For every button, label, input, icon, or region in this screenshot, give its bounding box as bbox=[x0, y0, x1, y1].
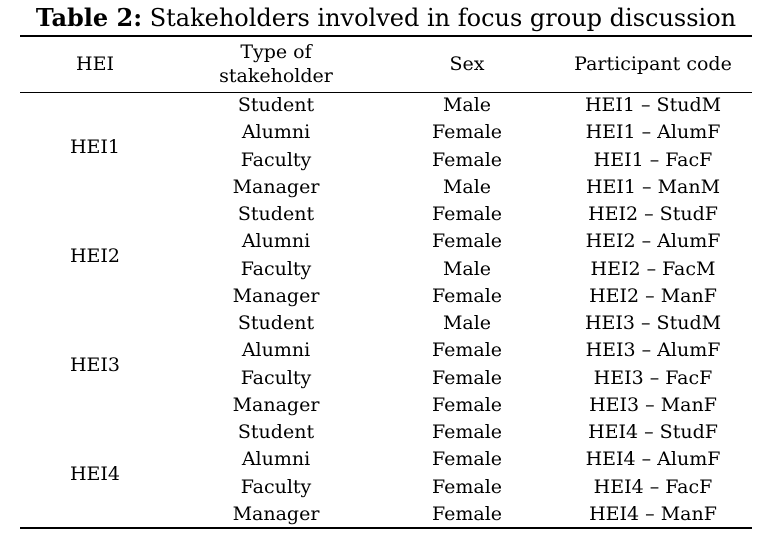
cell-type: Alumni bbox=[241, 230, 311, 253]
cell-type: Manager bbox=[232, 502, 320, 525]
cell-sex: Female bbox=[431, 121, 503, 144]
table-caption: Table 2: Stakeholders involved in focus … bbox=[0, 3, 772, 33]
cell-type: Student bbox=[237, 94, 315, 116]
top-rule bbox=[20, 35, 752, 37]
cell-sex: Female bbox=[431, 448, 503, 471]
cell-sex: Female bbox=[431, 366, 503, 389]
cell-code: HEI3 – StudM bbox=[584, 312, 722, 334]
cell-sex: Female bbox=[431, 421, 503, 443]
header-type-line2: stakeholder bbox=[219, 65, 333, 87]
header-hei: HEI bbox=[76, 53, 114, 75]
group-label-hei2: HEI2 bbox=[69, 244, 121, 267]
cell-sex: Female bbox=[431, 475, 503, 498]
table-row: Alumni Female HEI3 – AlumF bbox=[0, 337, 772, 364]
cell-sex: Female bbox=[431, 203, 503, 225]
cell-type: Faculty bbox=[240, 366, 312, 389]
group-label-hei1: HEI1 bbox=[69, 135, 121, 158]
header-participant-code: Participant code bbox=[574, 53, 732, 75]
table-row: Faculty Male HEI2 – FacM bbox=[0, 256, 772, 283]
header-sex: Sex bbox=[449, 53, 485, 75]
table-row: Manager Male HEI1 – ManM bbox=[0, 174, 772, 201]
cell-sex: Male bbox=[442, 312, 492, 334]
cell-code: HEI1 – StudM bbox=[584, 94, 722, 116]
group-label-hei3: HEI3 bbox=[69, 353, 121, 376]
caption-text: Stakeholders involved in focus group dis… bbox=[142, 4, 737, 32]
table-row: Student Male HEI3 – StudM bbox=[0, 310, 772, 337]
cell-code: HEI3 – FacF bbox=[593, 366, 713, 389]
cell-sex: Female bbox=[431, 148, 503, 171]
table-row: Student Male HEI1 – StudM bbox=[0, 92, 772, 119]
table-row: Faculty Female HEI1 – FacF bbox=[0, 147, 772, 174]
table-row: Student Female HEI2 – StudF bbox=[0, 201, 772, 228]
cell-code: HEI2 – AlumF bbox=[585, 230, 721, 253]
table-row: Faculty Female HEI4 – FacF bbox=[0, 474, 772, 501]
cell-sex: Male bbox=[442, 94, 492, 116]
cell-type: Faculty bbox=[240, 475, 312, 498]
header-type: Type of stakeholder bbox=[200, 40, 352, 88]
cell-sex: Female bbox=[431, 339, 503, 362]
cell-code: HEI2 – ManF bbox=[589, 284, 717, 307]
cell-sex: Female bbox=[431, 502, 503, 525]
table-body: Student Male HEI1 – StudM Alumni Female … bbox=[0, 92, 772, 528]
table-row: Faculty Female HEI3 – FacF bbox=[0, 365, 772, 392]
cell-code: HEI1 – ManM bbox=[585, 175, 721, 198]
cell-sex: Female bbox=[431, 284, 503, 307]
bottom-rule bbox=[20, 527, 752, 529]
table-row: Manager Female HEI3 – ManF bbox=[0, 392, 772, 419]
table-row: Alumni Female HEI2 – AlumF bbox=[0, 228, 772, 255]
cell-type: Manager bbox=[232, 175, 320, 198]
cell-type: Manager bbox=[232, 284, 320, 307]
cell-code: HEI2 – StudF bbox=[588, 203, 718, 225]
cell-sex: Male bbox=[442, 175, 492, 198]
cell-type: Manager bbox=[232, 393, 320, 416]
cell-type: Student bbox=[237, 203, 315, 225]
table-row: Alumni Female HEI4 – AlumF bbox=[0, 446, 772, 473]
cell-code: HEI3 – AlumF bbox=[585, 339, 721, 362]
cell-code: HEI1 – FacF bbox=[593, 148, 713, 171]
table-row: Manager Female HEI2 – ManF bbox=[0, 283, 772, 310]
cell-type: Faculty bbox=[240, 257, 312, 280]
cell-code: HEI1 – AlumF bbox=[585, 121, 721, 144]
cell-type: Student bbox=[237, 312, 315, 334]
table-row: Manager Female HEI4 – ManF bbox=[0, 501, 772, 528]
cell-sex: Female bbox=[431, 393, 503, 416]
cell-sex: Female bbox=[431, 230, 503, 253]
cell-sex: Male bbox=[442, 257, 492, 280]
table-row: Alumni Female HEI1 – AlumF bbox=[0, 119, 772, 146]
cell-type: Student bbox=[237, 421, 315, 443]
cell-code: HEI4 – ManF bbox=[589, 502, 717, 525]
cell-code: HEI2 – FacM bbox=[590, 257, 716, 280]
cell-code: HEI3 – ManF bbox=[589, 393, 717, 416]
header-type-line1: Type of bbox=[240, 41, 312, 63]
caption-label: Table 2: bbox=[35, 3, 143, 32]
cell-code: HEI4 – StudF bbox=[588, 421, 718, 443]
cell-type: Alumni bbox=[241, 339, 311, 362]
cell-code: HEI4 – FacF bbox=[593, 475, 713, 498]
cell-code: HEI4 – AlumF bbox=[585, 448, 721, 471]
cell-type: Faculty bbox=[240, 148, 312, 171]
group-label-hei4: HEI4 bbox=[69, 462, 121, 485]
cell-type: Alumni bbox=[241, 448, 311, 471]
cell-type: Alumni bbox=[241, 121, 311, 144]
header-rule bbox=[20, 92, 752, 93]
table-row: Student Female HEI4 – StudF bbox=[0, 419, 772, 446]
